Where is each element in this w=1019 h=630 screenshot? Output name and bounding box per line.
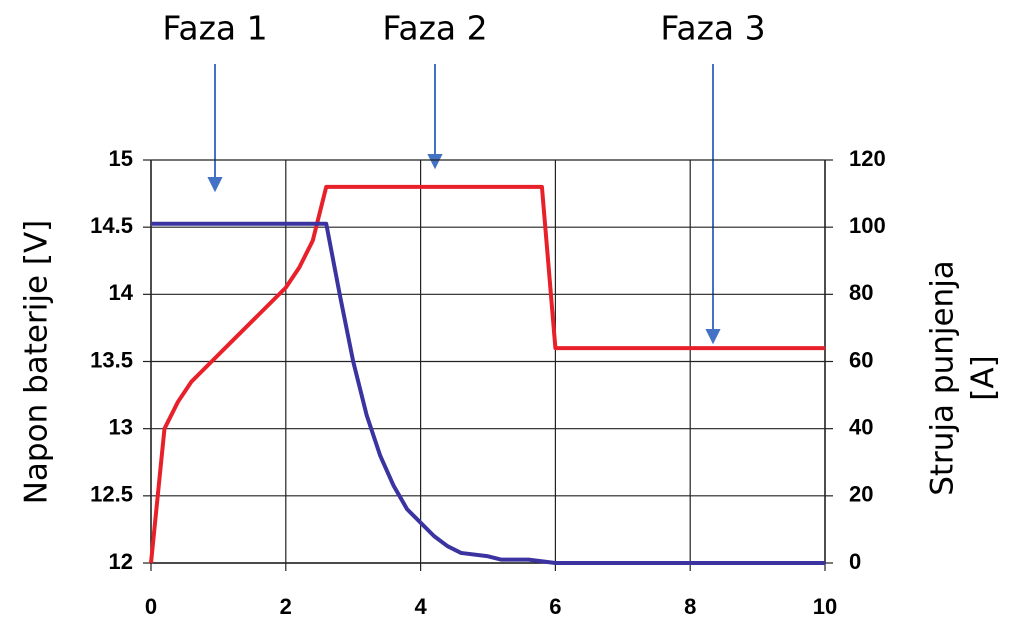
y-tick-label: 12.5 bbox=[90, 482, 133, 507]
x-tick-label: 6 bbox=[549, 594, 561, 619]
x-tick-label: 10 bbox=[813, 594, 837, 619]
y2-tick-label: 120 bbox=[849, 146, 886, 171]
x-tick-label: 2 bbox=[280, 594, 292, 619]
annotation-arrows bbox=[207, 64, 721, 345]
y2-axis-label: Struja punjenja bbox=[925, 260, 961, 496]
y2-tick-label: 40 bbox=[849, 414, 873, 439]
y2-tick-label: 80 bbox=[849, 280, 873, 305]
y2-tick-label: 100 bbox=[849, 213, 886, 238]
annotation: Faza 3 bbox=[660, 9, 765, 48]
y-axis-label: Napon baterije [V] bbox=[19, 220, 55, 505]
series-line bbox=[151, 221, 825, 565]
y-tick-label: 12 bbox=[109, 549, 133, 574]
y-tick-label: 14.5 bbox=[90, 213, 133, 238]
y2-tick-label: 60 bbox=[849, 347, 873, 372]
y-tick-label: 13.5 bbox=[90, 347, 133, 372]
y-tick-label: 14 bbox=[109, 280, 134, 305]
arrow-head bbox=[705, 329, 721, 345]
y-tick-label: 15 bbox=[109, 146, 133, 171]
x-tick-label: 0 bbox=[145, 594, 157, 619]
arrow-head bbox=[207, 177, 223, 193]
x-tick-label: 8 bbox=[684, 594, 696, 619]
annotation: Faza 2 bbox=[382, 9, 487, 48]
y-tick-label: 13 bbox=[109, 414, 133, 439]
series-line bbox=[149, 184, 825, 564]
annotation: Faza 1 bbox=[162, 9, 267, 48]
y2-tick-label: 20 bbox=[849, 482, 873, 507]
x-tick-label: 4 bbox=[414, 594, 427, 619]
y2-tick-label: 0 bbox=[849, 549, 861, 574]
arrow-head bbox=[427, 154, 443, 170]
y2-axis-label: [A] bbox=[966, 355, 1002, 400]
